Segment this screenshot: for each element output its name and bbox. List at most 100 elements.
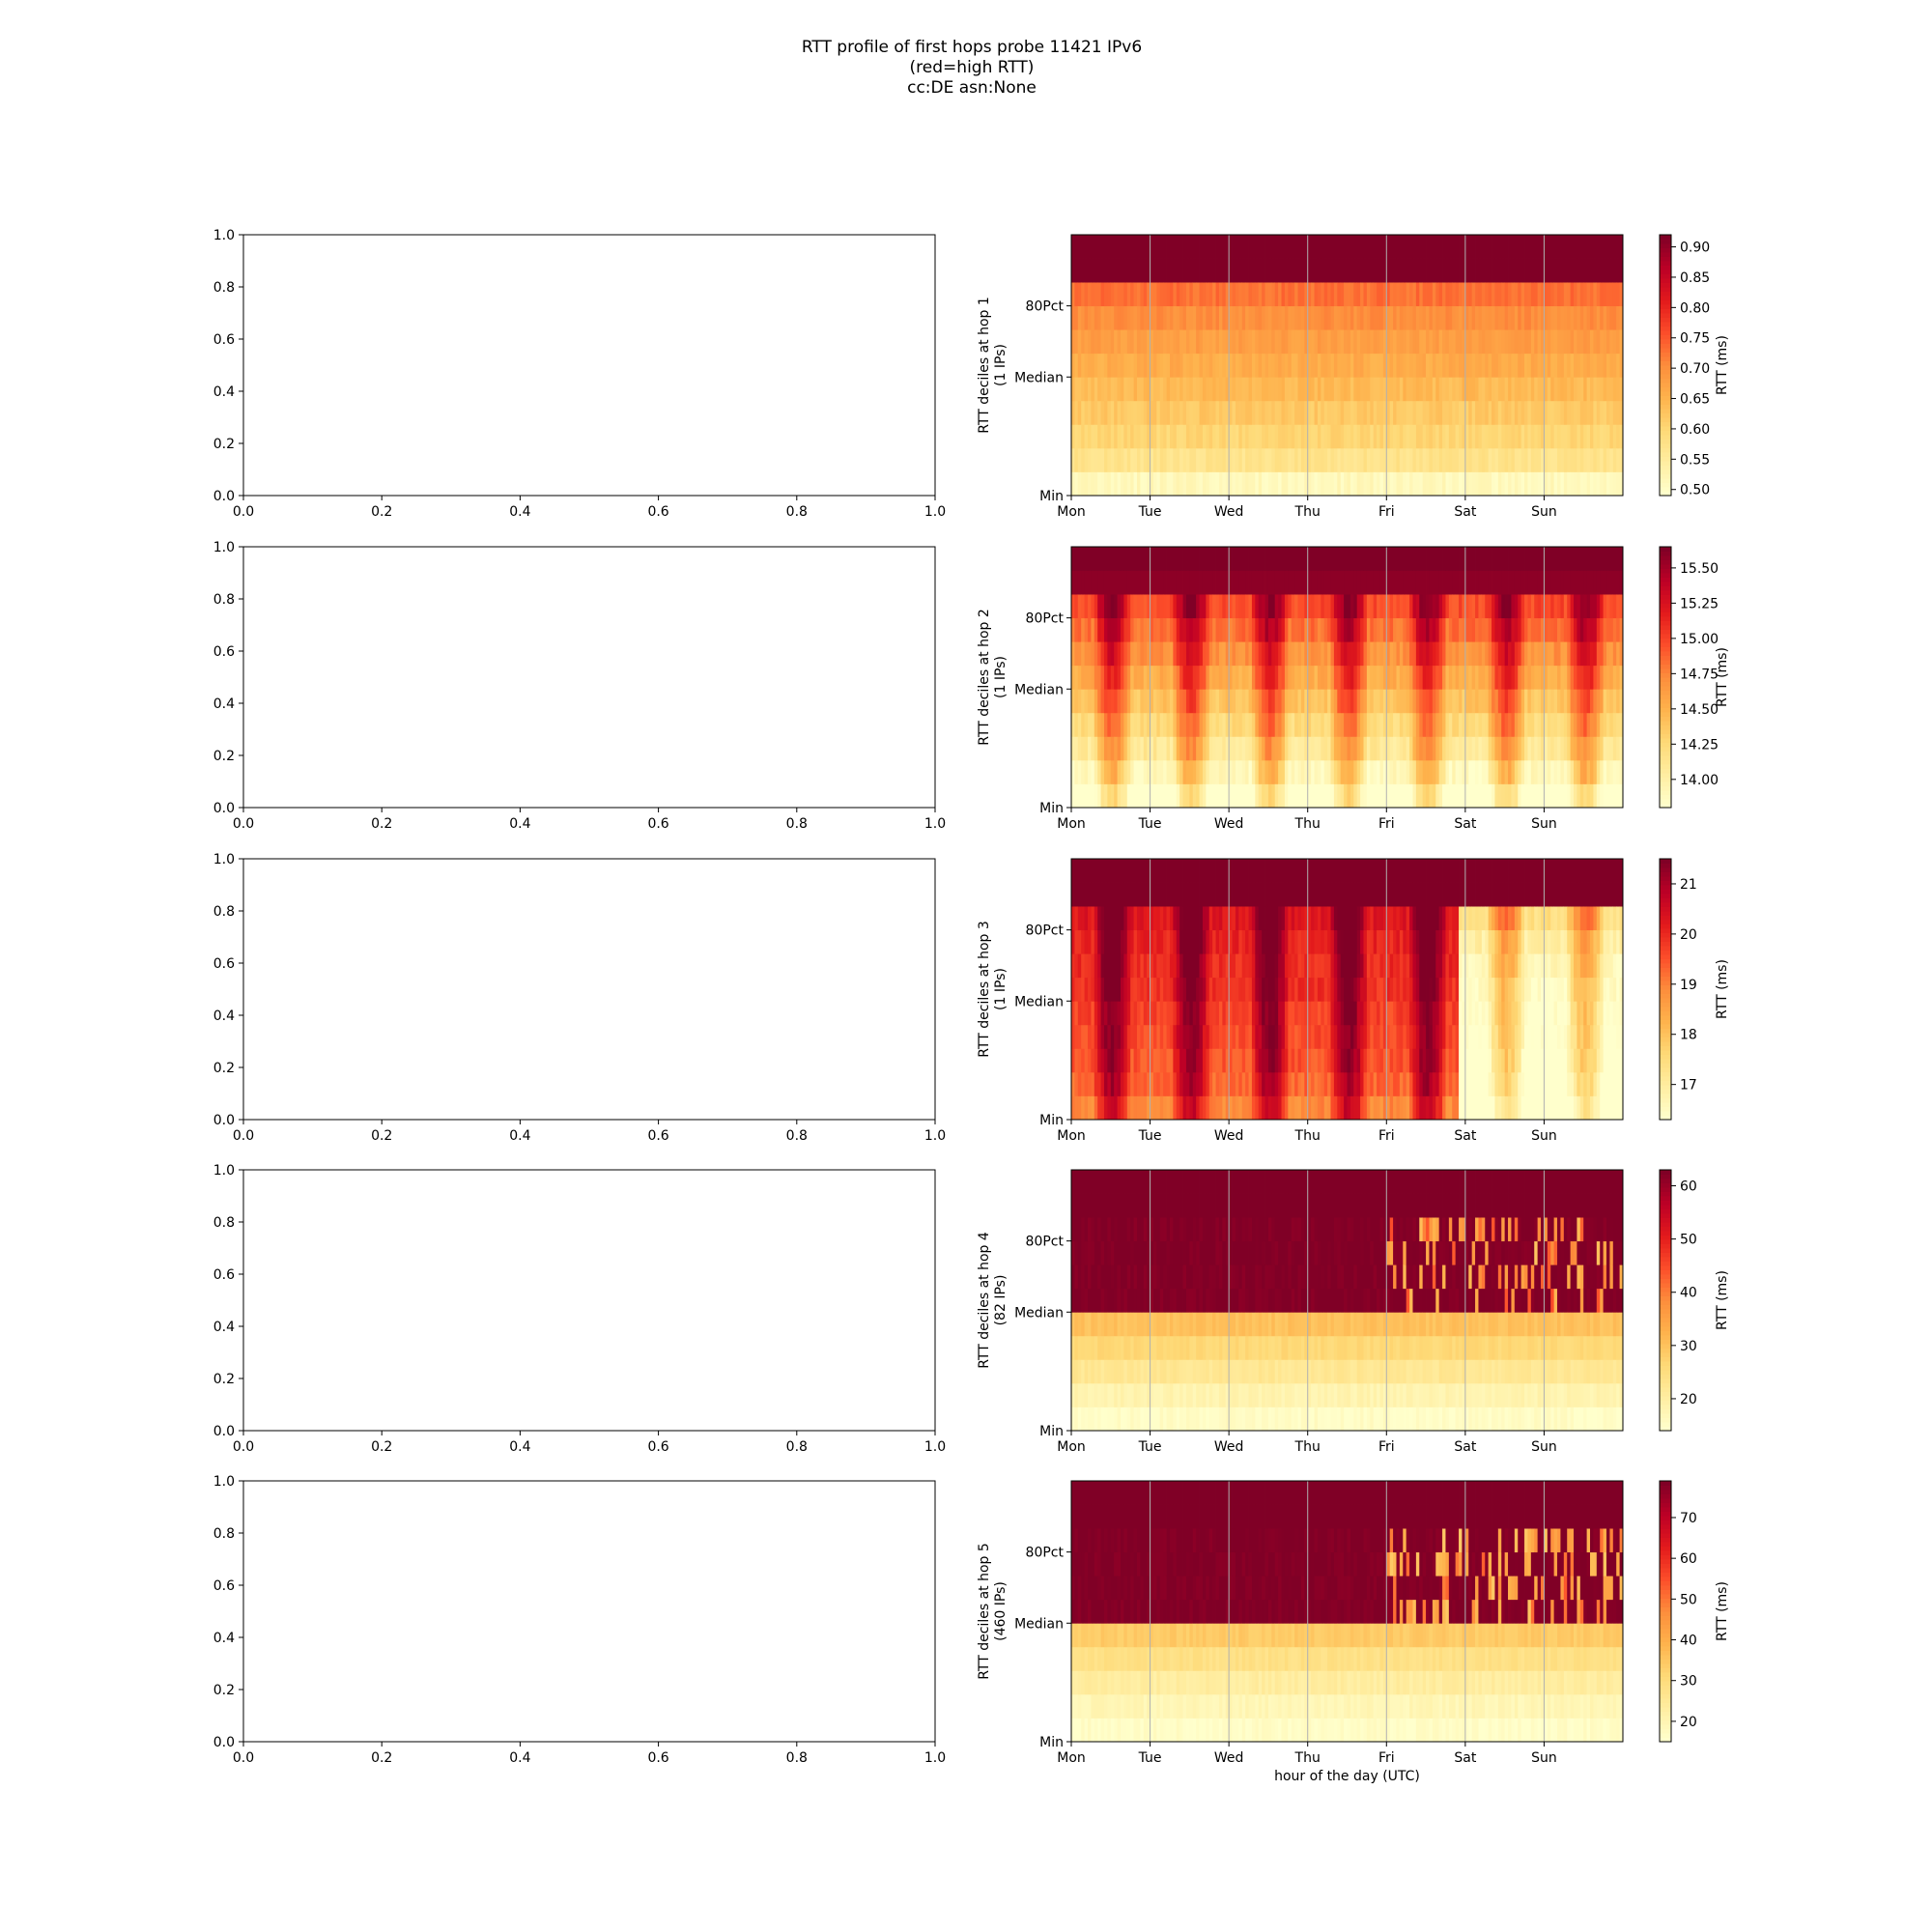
heatmap-cell — [1173, 305, 1178, 330]
heatmap-cell — [1248, 235, 1253, 259]
heatmap-cell — [1317, 424, 1321, 449]
heatmap-cell — [1147, 235, 1151, 259]
heatmap-cell — [1393, 400, 1397, 425]
heatmap-cell — [1156, 906, 1161, 931]
colorbar-segment — [1660, 304, 1671, 309]
heatmap-cell — [1363, 329, 1368, 355]
heatmap-cell — [1442, 617, 1446, 642]
heatmap-cell — [1189, 400, 1194, 425]
heatmap-cell — [1360, 665, 1364, 690]
heatmap-cell — [1382, 783, 1387, 809]
heatmap-cell — [1304, 859, 1309, 883]
heatmap-cell — [1107, 1071, 1112, 1096]
heatmap-cell — [1321, 447, 1325, 472]
heatmap-cell — [1120, 617, 1124, 642]
heatmap-cell — [1609, 353, 1614, 378]
heatmap-cell — [1530, 305, 1535, 330]
heatmap-cell — [1563, 400, 1568, 425]
heatmap-cell — [1333, 594, 1338, 619]
heatmap-cell — [1353, 953, 1358, 979]
heatmap-cell — [1579, 353, 1584, 378]
heatmap-cell — [1225, 353, 1230, 378]
heatmap-cell — [1077, 1001, 1082, 1026]
heatmap-cell — [1278, 783, 1282, 809]
heatmap-cell — [1399, 329, 1404, 355]
heatmap-cell — [1356, 547, 1361, 571]
heatmap-cell — [1081, 929, 1085, 954]
heatmap-cell — [1544, 570, 1548, 595]
heatmap-cell — [1311, 305, 1315, 330]
heatmap-cell — [1363, 882, 1368, 907]
heatmap-cell — [1222, 617, 1227, 642]
heatmap-cell — [1609, 712, 1614, 737]
colorbar-segment — [1660, 608, 1671, 612]
heatmap-cell — [1173, 353, 1178, 378]
heatmap-cell — [1255, 547, 1260, 571]
heatmap-cell — [1133, 305, 1138, 330]
heatmap-cell — [1114, 882, 1118, 907]
heatmap-cell — [1471, 665, 1476, 690]
heatmap-cell — [1215, 665, 1220, 690]
heatmap-cell — [1212, 570, 1216, 595]
heatmap-cell — [1274, 1048, 1279, 1073]
heatmap-cell — [1094, 594, 1098, 619]
heatmap-cell — [1403, 377, 1407, 402]
heatmap-cell — [1120, 282, 1124, 307]
heatmap-cell — [1393, 305, 1397, 330]
heatmap-cell — [1377, 235, 1380, 259]
heatmap-cell — [1284, 400, 1289, 425]
heatmap-cell — [1508, 547, 1512, 571]
heatmap-cell — [1406, 712, 1410, 737]
heatmap-cell — [1294, 783, 1298, 809]
heatmap-cell — [1258, 447, 1263, 472]
heatmap-cell — [1412, 329, 1417, 355]
heatmap-cell — [1185, 258, 1190, 283]
heatmap-cell — [1596, 400, 1601, 425]
heatmap-cell — [1284, 353, 1289, 378]
heatmap-cell — [1084, 929, 1089, 954]
heatmap-cell — [1366, 1048, 1371, 1073]
heatmap-cell — [1574, 377, 1577, 402]
heatmap-cell — [1337, 258, 1342, 283]
heatmap-ylabel: RTT deciles at hop 2 — [977, 609, 992, 746]
heatmap-cell — [1103, 1001, 1108, 1026]
heatmap-cell — [1442, 258, 1446, 283]
heatmap-cell — [1238, 953, 1243, 979]
heatmap-cell — [1094, 570, 1098, 595]
heatmap-cell — [1557, 783, 1561, 809]
heatmap-cell — [1606, 689, 1610, 714]
heatmap-cell — [1432, 665, 1436, 690]
heatmap-cell — [1255, 377, 1260, 402]
heatmap-cell — [1166, 471, 1171, 497]
heatmap-cell — [1468, 447, 1473, 472]
heatmap-cell — [1182, 570, 1187, 595]
heatmap-cell — [1350, 882, 1354, 907]
heatmap-cell — [1077, 305, 1082, 330]
heatmap-cell — [1196, 594, 1200, 619]
heatmap-cell — [1514, 377, 1519, 402]
heatmap-cell — [1248, 1071, 1253, 1096]
heatmap-cell — [1321, 594, 1325, 619]
heatmap-cell — [1114, 1001, 1118, 1026]
heatmap-cell — [1199, 305, 1204, 330]
heatmap-cell — [1475, 282, 1479, 307]
heatmap-cell — [1143, 712, 1148, 737]
heatmap-cell — [1609, 641, 1614, 667]
heatmap-cell — [1583, 594, 1588, 619]
heatmap-cell — [1422, 759, 1427, 784]
heatmap-cell — [1212, 235, 1216, 259]
heatmap-cell — [1445, 547, 1450, 571]
heatmap-cell — [1304, 1001, 1309, 1026]
heatmap-cell — [1606, 617, 1610, 642]
heatmap-cell — [1442, 570, 1446, 595]
heatmap-cell — [1081, 305, 1085, 330]
heatmap-cell — [1196, 282, 1200, 307]
heatmap-cell — [1202, 712, 1207, 737]
heatmap-cell — [1130, 1001, 1134, 1026]
heatmap-cell — [1140, 689, 1145, 714]
heatmap-cell — [1471, 570, 1476, 595]
heatmap-cell — [1596, 594, 1601, 619]
heatmap-cell — [1185, 1024, 1190, 1049]
heatmap-cell — [1281, 547, 1286, 571]
heatmap-cell — [1103, 570, 1108, 595]
